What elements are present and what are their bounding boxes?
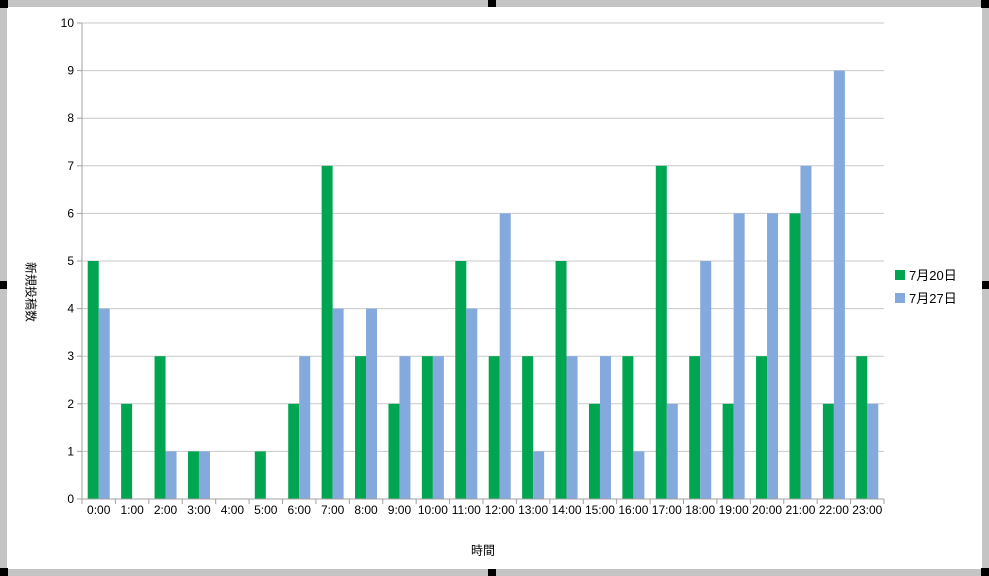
x-tick-label: 9:00 (388, 503, 412, 517)
x-tick-label: 14:00 (552, 503, 582, 517)
resize-handle-bottom-right[interactable] (981, 568, 989, 576)
bar[interactable] (756, 356, 767, 499)
x-tick-label: 7:00 (321, 503, 345, 517)
x-tick-label: 5:00 (254, 503, 278, 517)
x-tick-label: 2:00 (154, 503, 178, 517)
legend-item[interactable]: 7月27日 (895, 288, 957, 307)
x-tick-label: 11:00 (452, 503, 481, 517)
y-tick-label: 8 (67, 111, 74, 125)
bar[interactable] (455, 261, 466, 499)
legend-item[interactable]: 7月20日 (895, 265, 957, 284)
bar[interactable] (622, 356, 633, 499)
y-tick-label: 3 (67, 349, 74, 363)
bar[interactable] (789, 213, 800, 499)
bar[interactable] (188, 451, 199, 499)
bar[interactable] (567, 356, 578, 499)
x-tick-label: 16:00 (618, 503, 648, 517)
x-tick-label: 21:00 (785, 503, 815, 517)
resize-handle-bottom-middle[interactable] (488, 569, 496, 576)
bar[interactable] (522, 356, 533, 499)
y-tick-label: 9 (67, 64, 74, 78)
bar[interactable] (667, 404, 678, 499)
y-tick-label: 1 (67, 444, 74, 458)
bar[interactable] (589, 404, 600, 499)
x-tick-label: 19:00 (719, 503, 749, 517)
resize-handle-bottom-left[interactable] (0, 568, 8, 576)
y-tick-label: 2 (67, 397, 74, 411)
bar[interactable] (633, 451, 644, 499)
bar[interactable] (489, 356, 500, 499)
bar[interactable] (800, 166, 811, 499)
legend-swatch-series1 (895, 270, 905, 280)
bar[interactable] (856, 356, 867, 499)
bar[interactable] (723, 404, 734, 499)
bar[interactable] (700, 261, 711, 499)
x-tick-label: 4:00 (221, 503, 245, 517)
resize-handle-top-right[interactable] (981, 0, 989, 8)
y-tick-label: 10 (61, 16, 75, 30)
x-tick-label: 20:00 (752, 503, 782, 517)
y-tick-label: 0 (67, 492, 74, 506)
x-tick-label: 17:00 (652, 503, 682, 517)
x-tick-label: 23:00 (852, 503, 882, 517)
bar[interactable] (99, 309, 110, 499)
bar[interactable] (500, 213, 511, 499)
bar[interactable] (556, 261, 567, 499)
x-tick-label: 0:00 (87, 503, 111, 517)
resize-handle-top-middle[interactable] (488, 0, 496, 7)
bar[interactable] (199, 451, 210, 499)
legend[interactable]: 7月20日 7月27日 (895, 265, 957, 311)
bar[interactable] (322, 166, 333, 499)
bar[interactable] (155, 356, 166, 499)
x-tick-label: 10:00 (418, 503, 448, 517)
bar[interactable] (689, 356, 700, 499)
bar[interactable] (767, 213, 778, 499)
x-tick-label: 12:00 (485, 503, 515, 517)
y-tick-label: 6 (67, 206, 74, 220)
legend-swatch-series2 (895, 293, 905, 303)
bar[interactable] (656, 166, 667, 499)
x-tick-label: 3:00 (187, 503, 211, 517)
bar[interactable] (88, 261, 99, 499)
bars-series-1 (88, 166, 868, 499)
bar[interactable] (166, 451, 177, 499)
bar[interactable] (834, 71, 845, 499)
chart-object[interactable]: 0 1 2 3 4 5 6 7 8 9 10 0:00 1:00 2:00 3:00 4:00 5:00 6:00… (0, 0, 989, 576)
x-tick-label: 13:00 (518, 503, 548, 517)
y-axis-title: 新規投稿数 (23, 262, 40, 322)
x-tick-label: 22:00 (819, 503, 849, 517)
bar[interactable] (734, 213, 745, 499)
column-chart: 0 1 2 3 4 5 6 7 8 9 10 0:00 1:00 2:00 3:00 4:00 5:00 6:00… (0, 0, 989, 576)
bar[interactable] (867, 404, 878, 499)
y-tick-label: 4 (67, 302, 74, 316)
bar[interactable] (121, 404, 132, 499)
bar[interactable] (388, 404, 399, 499)
bar[interactable] (333, 309, 344, 499)
bar[interactable] (299, 356, 310, 499)
bar[interactable] (255, 451, 266, 499)
x-tick-label: 8:00 (354, 503, 378, 517)
resize-handle-middle-right[interactable] (982, 281, 989, 289)
x-tick-label: 18:00 (685, 503, 715, 517)
bar[interactable] (466, 309, 477, 499)
resize-handle-middle-left[interactable] (0, 281, 7, 289)
bar[interactable] (533, 451, 544, 499)
y-tick-label: 5 (67, 254, 74, 268)
bar[interactable] (288, 404, 299, 499)
legend-label-series2: 7月27日 (909, 288, 957, 307)
bar[interactable] (433, 356, 444, 499)
x-tick-label: 1:00 (120, 503, 144, 517)
bar[interactable] (823, 404, 834, 499)
x-axis-title: 時間 (471, 542, 495, 559)
bar[interactable] (422, 356, 433, 499)
bar[interactable] (399, 356, 410, 499)
bar[interactable] (366, 309, 377, 499)
bar[interactable] (355, 356, 366, 499)
bar[interactable] (600, 356, 611, 499)
x-tick-label: 6:00 (288, 503, 312, 517)
y-tick-label: 7 (67, 159, 74, 173)
x-tick-label: 15:00 (585, 503, 615, 517)
resize-handle-top-left[interactable] (0, 0, 8, 8)
legend-label-series1: 7月20日 (909, 265, 957, 284)
